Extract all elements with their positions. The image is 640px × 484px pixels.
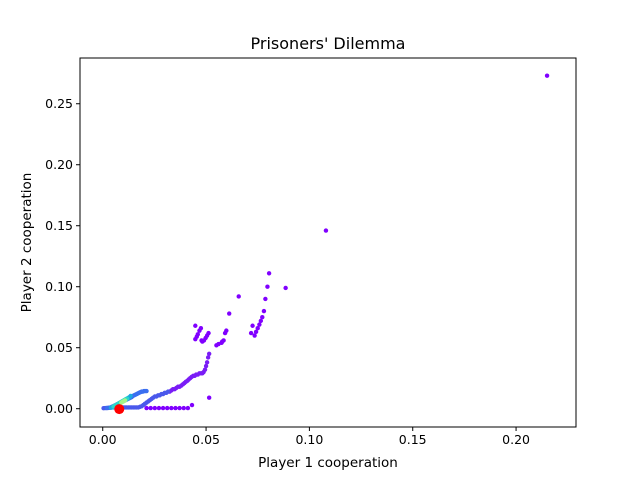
data-points: [101, 73, 550, 415]
y-tick-label: 0.10: [45, 279, 73, 294]
data-point: [222, 330, 228, 336]
data-point: [263, 296, 268, 302]
plot-area-frame: [79, 57, 577, 428]
data-point: [236, 294, 241, 299]
y-tick-label: 0.20: [45, 157, 73, 172]
data-point: [323, 228, 329, 233]
data-point: [248, 330, 254, 336]
data-point: [185, 405, 191, 411]
x-tick-label: 0.10: [295, 432, 323, 447]
data-point: [104, 405, 110, 411]
data-point: [227, 311, 232, 316]
y-tick-label: 0.00: [45, 401, 73, 416]
data-point: [252, 333, 257, 338]
axis-ticks: 0.00 0.05 0.10 0.15 0.20 0.00 0.05 0.10 0.15 0.20…: [45, 96, 530, 447]
data-point: [266, 271, 272, 276]
data-point: [193, 323, 198, 328]
y-tick-label: 0.15: [45, 218, 73, 233]
y-tick-label: 0.05: [45, 340, 73, 355]
y-tick-label: 0.25: [45, 96, 73, 111]
data-point: [253, 329, 259, 335]
data-point: [148, 405, 153, 411]
y-axis-label: Player 2 cooperation: [19, 173, 35, 313]
data-point: [101, 406, 106, 411]
data-point: [204, 360, 210, 365]
data-point: [283, 285, 288, 291]
data-point: [261, 308, 267, 314]
data-point: [250, 323, 255, 328]
data-point: [206, 395, 212, 400]
data-point: [169, 405, 174, 411]
data-point: [189, 402, 195, 408]
data-point: [214, 343, 219, 348]
highlight-point: [114, 404, 125, 415]
data-point: [177, 405, 182, 411]
data-point: [173, 405, 178, 411]
chart-title: Prisoners' Dilemma: [251, 34, 406, 53]
x-tick-label: 0.20: [502, 432, 530, 447]
data-point: [544, 73, 550, 78]
data-point: [160, 405, 166, 411]
data-point: [265, 284, 270, 289]
data-point: [205, 355, 211, 360]
data-point: [255, 325, 260, 331]
data-point: [260, 315, 265, 320]
data-point: [203, 363, 209, 369]
x-tick-label: 0.15: [399, 432, 427, 447]
x-axis-label: Player 1 cooperation: [258, 455, 398, 471]
data-point: [258, 318, 264, 324]
data-point: [193, 336, 198, 342]
data-point: [257, 322, 262, 327]
data-point: [144, 405, 149, 411]
data-point: [181, 405, 186, 411]
data-point: [199, 338, 204, 343]
x-tick-label: 0.00: [89, 432, 117, 447]
data-point: [165, 405, 170, 411]
x-tick-label: 0.05: [192, 432, 220, 447]
data-point: [119, 400, 124, 405]
data-point: [206, 351, 212, 357]
data-point: [156, 405, 162, 411]
data-point: [197, 328, 202, 333]
data-point: [152, 405, 158, 411]
